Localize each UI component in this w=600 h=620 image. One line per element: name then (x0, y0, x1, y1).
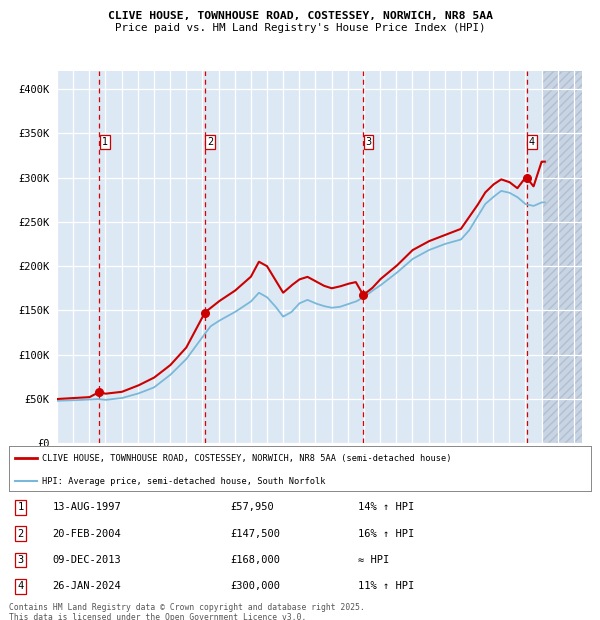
Text: 26-JAN-2024: 26-JAN-2024 (53, 582, 121, 591)
Text: 11% ↑ HPI: 11% ↑ HPI (358, 582, 415, 591)
Text: CLIVE HOUSE, TOWNHOUSE ROAD, COSTESSEY, NORWICH, NR8 5AA: CLIVE HOUSE, TOWNHOUSE ROAD, COSTESSEY, … (107, 11, 493, 20)
Text: £57,950: £57,950 (230, 502, 274, 512)
Text: HPI: Average price, semi-detached house, South Norfolk: HPI: Average price, semi-detached house,… (41, 477, 325, 485)
Text: 2: 2 (17, 529, 24, 539)
Text: CLIVE HOUSE, TOWNHOUSE ROAD, COSTESSEY, NORWICH, NR8 5AA (semi-detached house): CLIVE HOUSE, TOWNHOUSE ROAD, COSTESSEY, … (41, 454, 451, 463)
Text: 13-AUG-1997: 13-AUG-1997 (53, 502, 121, 512)
Text: Contains HM Land Registry data © Crown copyright and database right 2025.
This d: Contains HM Land Registry data © Crown c… (9, 603, 365, 620)
Text: 16% ↑ HPI: 16% ↑ HPI (358, 529, 415, 539)
Text: 20-FEB-2004: 20-FEB-2004 (53, 529, 121, 539)
Text: ≈ HPI: ≈ HPI (358, 555, 389, 565)
Text: 4: 4 (17, 582, 24, 591)
Text: Price paid vs. HM Land Registry's House Price Index (HPI): Price paid vs. HM Land Registry's House … (115, 23, 485, 33)
Text: 3: 3 (17, 555, 24, 565)
Text: £300,000: £300,000 (230, 582, 280, 591)
Text: £168,000: £168,000 (230, 555, 280, 565)
Text: 1: 1 (17, 502, 24, 512)
Text: £147,500: £147,500 (230, 529, 280, 539)
Text: 14% ↑ HPI: 14% ↑ HPI (358, 502, 415, 512)
Bar (542, 71, 582, 443)
Text: 2: 2 (207, 137, 213, 147)
Text: 1: 1 (101, 137, 108, 147)
Text: 09-DEC-2013: 09-DEC-2013 (53, 555, 121, 565)
Text: 4: 4 (529, 137, 535, 147)
Text: 3: 3 (365, 137, 371, 147)
